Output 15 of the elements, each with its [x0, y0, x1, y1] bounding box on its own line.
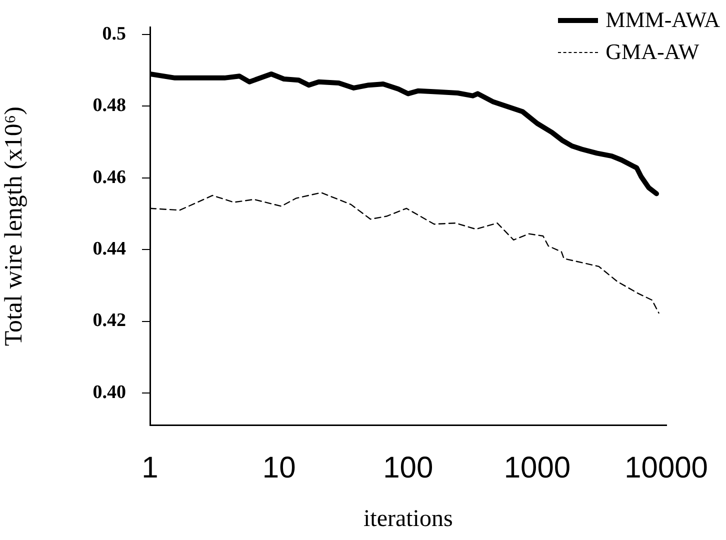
legend-label: MMM-AWA [606, 7, 720, 33]
x-tick-label: 1000 [504, 451, 571, 484]
x-tick-label: 100 [383, 451, 434, 484]
x-tick-label: 10 [262, 451, 296, 484]
y-tick-label: 0.42 [92, 310, 126, 332]
y-tick-label: 0.5 [102, 23, 126, 44]
x-tick-label: 1 [142, 451, 158, 484]
x-tick-label: 10000 [624, 451, 708, 484]
y-tick-label: 0.48 [92, 95, 126, 116]
y-tick-label: 0.40 [92, 382, 126, 403]
y-tick-label: 0.44 [92, 238, 126, 260]
legend-label: GMA-AW [606, 39, 700, 65]
x-axis-title: iterations [363, 506, 453, 532]
y-axis-title: Total wire length (x10⁶) [0, 106, 28, 346]
y-tick-label: 0.46 [92, 166, 126, 188]
